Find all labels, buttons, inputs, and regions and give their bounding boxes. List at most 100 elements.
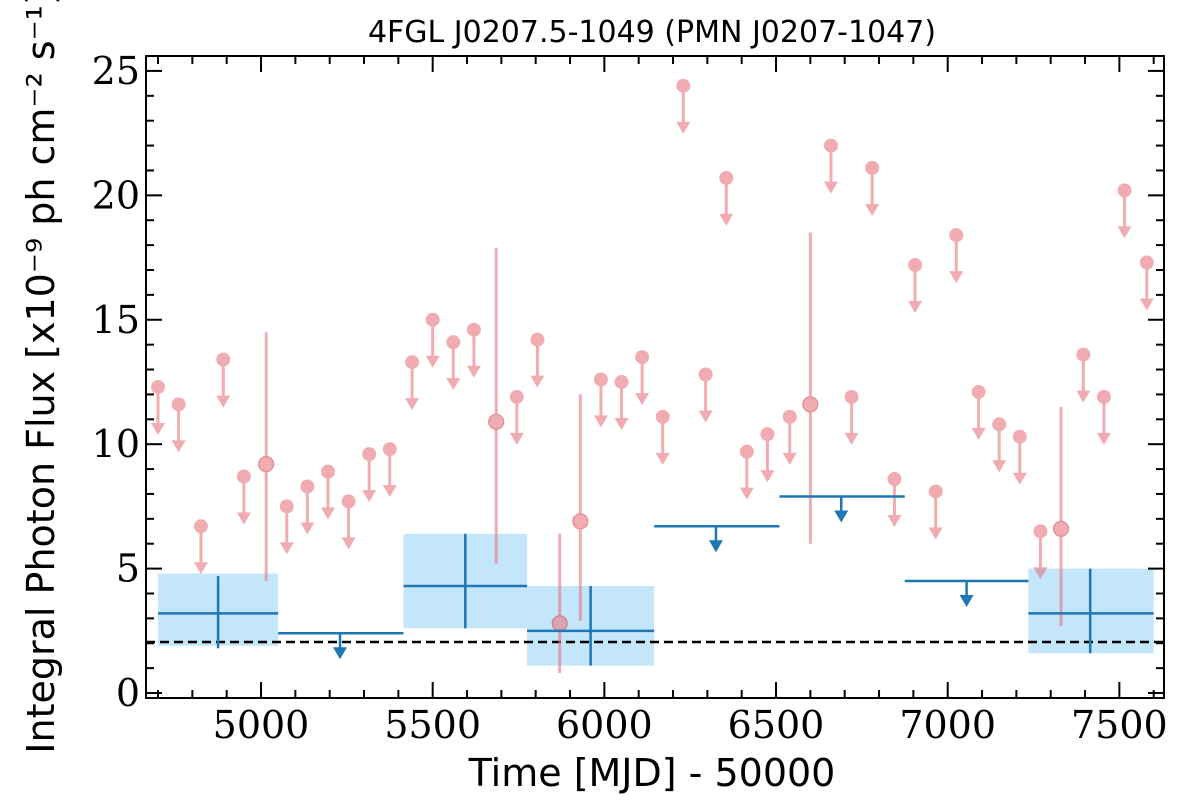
fine-ul-point <box>908 258 923 273</box>
fine-upper-limit-21 <box>676 78 691 134</box>
fine-upper-limit-6 <box>300 479 315 535</box>
fine-det-point <box>572 513 589 530</box>
fine-ul-arrow <box>362 490 377 503</box>
fine-ul-point <box>949 228 964 243</box>
coarse-ul-arrow <box>708 540 723 553</box>
fine-ul-arrow <box>216 395 231 408</box>
fine-ul-arrow <box>887 515 902 528</box>
fine-ul-arrow <box>1139 298 1154 311</box>
coarse-upper-limit-3 <box>904 579 1029 608</box>
y-tick-label: 5 <box>116 547 140 591</box>
fine-ul-arrow <box>151 422 166 435</box>
fine-ul-arrow <box>908 301 923 314</box>
fine-upper-limit-18 <box>614 374 629 430</box>
fine-ul-arrow <box>1012 472 1027 485</box>
fine-ul-arrow <box>1033 567 1048 580</box>
fine-ul-point <box>1012 429 1027 444</box>
fine-ul-arrow <box>844 432 859 445</box>
plot-area <box>146 78 1164 674</box>
fine-det-point <box>802 396 819 413</box>
fine-ul-arrow <box>530 375 545 388</box>
fine-upper-limit-40 <box>1117 183 1132 239</box>
fine-ul-arrow <box>760 470 775 483</box>
fine-ul-point <box>676 78 691 93</box>
fine-upper-limit-10 <box>382 442 397 498</box>
fine-ul-point <box>1117 183 1132 198</box>
x-tick-label: 6000 <box>556 703 653 747</box>
coarse-ul-arrow <box>959 595 974 608</box>
y-tick-label: 0 <box>116 671 140 715</box>
fine-ul-arrow <box>865 203 880 216</box>
fine-upper-limit-7 <box>320 464 335 520</box>
x-tick-label: 6500 <box>728 703 825 747</box>
fine-ul-arrow <box>466 365 481 378</box>
x-axis-label: Time [MJD] - 50000 <box>468 751 836 795</box>
fine-ul-point <box>425 312 440 327</box>
fine-ul-point <box>236 469 251 484</box>
fine-det-point <box>258 455 275 473</box>
fine-upper-limit-9 <box>362 447 377 503</box>
fine-ul-point <box>466 322 481 337</box>
fine-detection-2 <box>551 533 568 674</box>
fine-upper-limit-36 <box>1012 429 1027 485</box>
fine-ul-arrow <box>425 355 440 368</box>
y-tick-label: 10 <box>92 422 140 466</box>
fine-ul-arrow <box>635 393 650 406</box>
fine-upper-limit-25 <box>760 427 775 483</box>
fine-ul-arrow <box>405 398 420 411</box>
fine-ul-arrow <box>739 487 754 500</box>
fine-detection-1 <box>488 247 505 564</box>
fine-ul-point <box>446 335 461 350</box>
fine-ul-arrow <box>382 485 397 498</box>
fine-upper-limit-16 <box>530 332 545 388</box>
y-tick-label: 25 <box>92 49 140 93</box>
fine-upper-limit-39 <box>1096 389 1111 445</box>
plot-frame <box>145 55 1165 699</box>
axes: 5000 5500 6000 6500 7000 7500 0 5 10 15 20 25 <box>92 49 1168 747</box>
fine-upper-limit-37 <box>1033 524 1048 580</box>
fine-upper-limit-1 <box>171 397 186 453</box>
fine-ul-point <box>151 379 166 394</box>
fine-ul-point <box>928 484 943 499</box>
fine-ul-arrow <box>928 527 943 540</box>
fine-ul-point <box>992 417 1007 432</box>
fine-upper-limit-14 <box>466 322 481 378</box>
fine-ul-point <box>279 499 294 514</box>
fine-upper-limit-0 <box>151 379 166 435</box>
coarse-upper-limit-2 <box>779 495 905 523</box>
coarse-detection-1 <box>403 533 528 629</box>
fine-ul-point <box>823 138 838 153</box>
fine-ul-point <box>300 479 315 494</box>
chart-title: 4FGL J0207.5-1049 (PMN J0207-1047) <box>368 15 936 50</box>
fine-ul-point <box>509 389 524 404</box>
fine-ul-point <box>887 472 902 487</box>
fine-upper-limit-41 <box>1139 255 1154 311</box>
fine-ul-arrow <box>614 417 629 430</box>
coarse-detection-2 <box>527 586 655 666</box>
coarse-detection-0 <box>158 576 279 649</box>
fine-ul-arrow <box>279 542 294 555</box>
fine-ul-arrow <box>698 410 713 423</box>
fine-upper-limit-12 <box>425 312 440 368</box>
fine-ul-point <box>1076 347 1091 362</box>
fine-ul-point <box>171 397 186 412</box>
fine-ul-point <box>320 464 335 479</box>
fine-ul-point <box>593 372 608 387</box>
fine-detection-0 <box>258 332 275 582</box>
fine-ul-arrow <box>719 213 734 226</box>
fine-ul-point <box>971 384 986 399</box>
fine-ul-arrow <box>593 415 608 428</box>
fine-ul-arrow <box>949 271 964 284</box>
fine-ul-point <box>193 519 208 534</box>
fine-ul-arrow <box>782 452 797 465</box>
fine-ul-arrow <box>509 432 524 445</box>
fine-upper-limit-35 <box>992 417 1007 473</box>
y-axis-label: Integral Photon Flux [x10⁻⁹ ph cm⁻² s⁻¹] <box>19 0 63 754</box>
fine-upper-limit-17 <box>593 372 608 428</box>
fine-upper-limit-32 <box>928 484 943 540</box>
fine-ul-point <box>1033 524 1048 539</box>
fine-ul-arrow <box>300 522 315 535</box>
fine-upper-limit-15 <box>509 389 524 445</box>
fine-ul-point <box>1139 255 1154 270</box>
